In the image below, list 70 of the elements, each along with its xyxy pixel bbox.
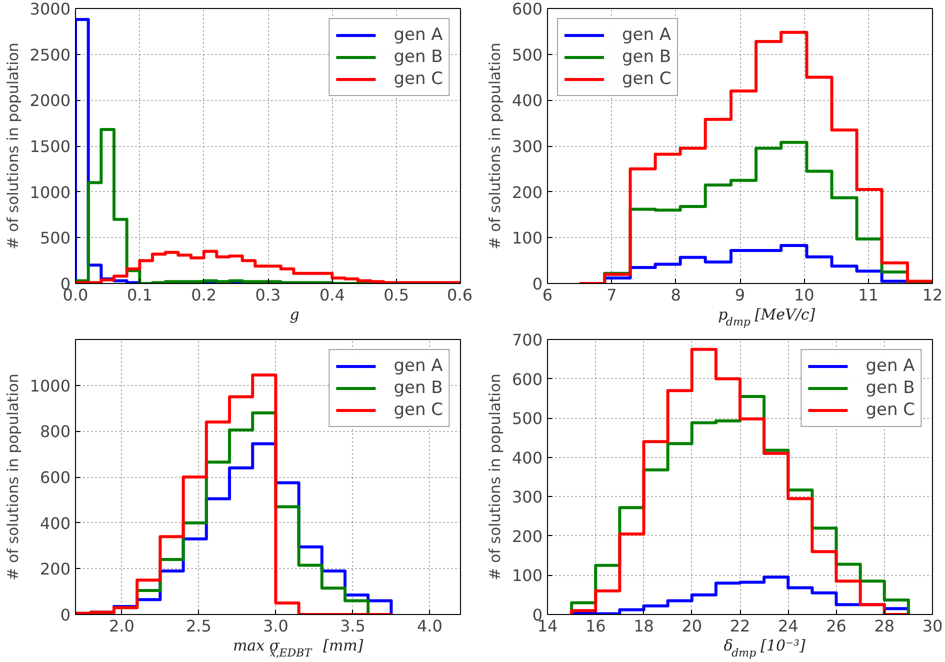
legend-label: gen C xyxy=(394,400,443,420)
y-tick-label: 0 xyxy=(60,606,71,624)
x-tick-label: 4.0 xyxy=(416,616,442,636)
y-tick-label: 2500 xyxy=(30,45,70,64)
x-tick-label: 3.5 xyxy=(340,616,366,636)
x-tick-label: 16 xyxy=(585,616,606,636)
y-tick-label: 200 xyxy=(512,526,543,546)
x-axis-title: max σx,EDBT [mm] xyxy=(232,636,364,660)
legend-label: gen B xyxy=(866,378,915,398)
x-tick-label: 20 xyxy=(682,616,702,636)
x-tick-label: 8 xyxy=(670,286,681,304)
y-tick-label: 200 xyxy=(40,560,71,579)
y-tick-label: 100 xyxy=(512,228,543,248)
x-tick-label: 3.0 xyxy=(262,616,288,636)
x-tick-label: 28 xyxy=(874,616,895,636)
x-tick-label: 9 xyxy=(734,286,746,304)
y-tick-label: 800 xyxy=(40,422,71,442)
y-tick-label: 300 xyxy=(512,137,543,156)
legend-label: gen B xyxy=(394,47,443,67)
y-tick-label: 1500 xyxy=(30,137,70,156)
y-tick-label: 100 xyxy=(512,566,543,586)
y-axis-title: # of solutions in population xyxy=(486,374,504,580)
x-tick-label: 30 xyxy=(922,616,943,636)
y-tick-label: 600 xyxy=(512,0,543,18)
x-tick-label: 0.2 xyxy=(191,286,217,304)
x-axis-title: g xyxy=(290,306,300,324)
x-tick-label: 24 xyxy=(778,616,798,636)
y-tick-label: 500 xyxy=(512,45,543,64)
x-tick-label: 22 xyxy=(730,616,750,636)
y-axis-title: # of solutions in population xyxy=(486,42,504,250)
y-tick-label: 2000 xyxy=(30,91,70,110)
x-tick-label: 12 xyxy=(922,286,943,304)
x-tick-label: 2.0 xyxy=(108,616,134,636)
y-tick-label: 0 xyxy=(532,274,543,294)
y-tick-label: 1000 xyxy=(30,182,70,202)
legend-label: gen B xyxy=(622,47,672,67)
x-tick-label: 0.4 xyxy=(319,286,345,304)
y-tick-label: 400 xyxy=(40,514,71,533)
y-tick-label: 600 xyxy=(40,468,71,487)
y-tick-label: 200 xyxy=(512,182,543,202)
legend-label: gen A xyxy=(394,356,443,376)
y-axis-title: # of solutions in population xyxy=(4,374,22,580)
legend-label: gen C xyxy=(622,69,672,89)
x-tick-label: 0.6 xyxy=(447,286,473,304)
y-tick-label: 500 xyxy=(40,228,71,248)
x-tick-label: 18 xyxy=(634,616,654,636)
x-tick-label: 2.5 xyxy=(186,616,212,636)
legend-label: gen A xyxy=(866,356,915,376)
y-tick-label: 400 xyxy=(512,91,543,110)
legend-label: gen A xyxy=(394,25,443,45)
y-tick-label: 500 xyxy=(512,409,543,428)
y-axis-title: # of solutions in population xyxy=(4,42,22,250)
legend-label: gen C xyxy=(394,69,443,89)
y-tick-label: 1000 xyxy=(30,376,70,396)
y-tick-label: 400 xyxy=(512,448,543,468)
legend-label: gen C xyxy=(866,400,915,420)
y-tick-label: 3000 xyxy=(30,0,70,18)
y-tick-label: 300 xyxy=(512,488,543,507)
x-tick-label: 0.5 xyxy=(384,286,410,304)
x-tick-label: 10 xyxy=(794,286,814,304)
legend-label: gen A xyxy=(622,25,672,45)
x-tick-label: 0.1 xyxy=(126,286,152,304)
legend-label: gen B xyxy=(394,378,443,398)
y-tick-label: 700 xyxy=(512,330,543,350)
x-tick-label: 11 xyxy=(858,286,879,304)
x-tick-label: 6 xyxy=(542,286,553,304)
y-tick-label: 600 xyxy=(512,370,543,389)
x-tick-label: 7 xyxy=(606,286,617,304)
x-tick-label: 26 xyxy=(826,616,846,636)
x-tick-label: 0.3 xyxy=(255,286,281,304)
